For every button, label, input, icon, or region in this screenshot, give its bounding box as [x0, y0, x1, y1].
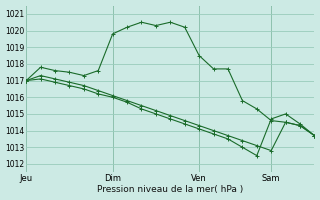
- X-axis label: Pression niveau de la mer( hPa ): Pression niveau de la mer( hPa ): [97, 185, 244, 194]
